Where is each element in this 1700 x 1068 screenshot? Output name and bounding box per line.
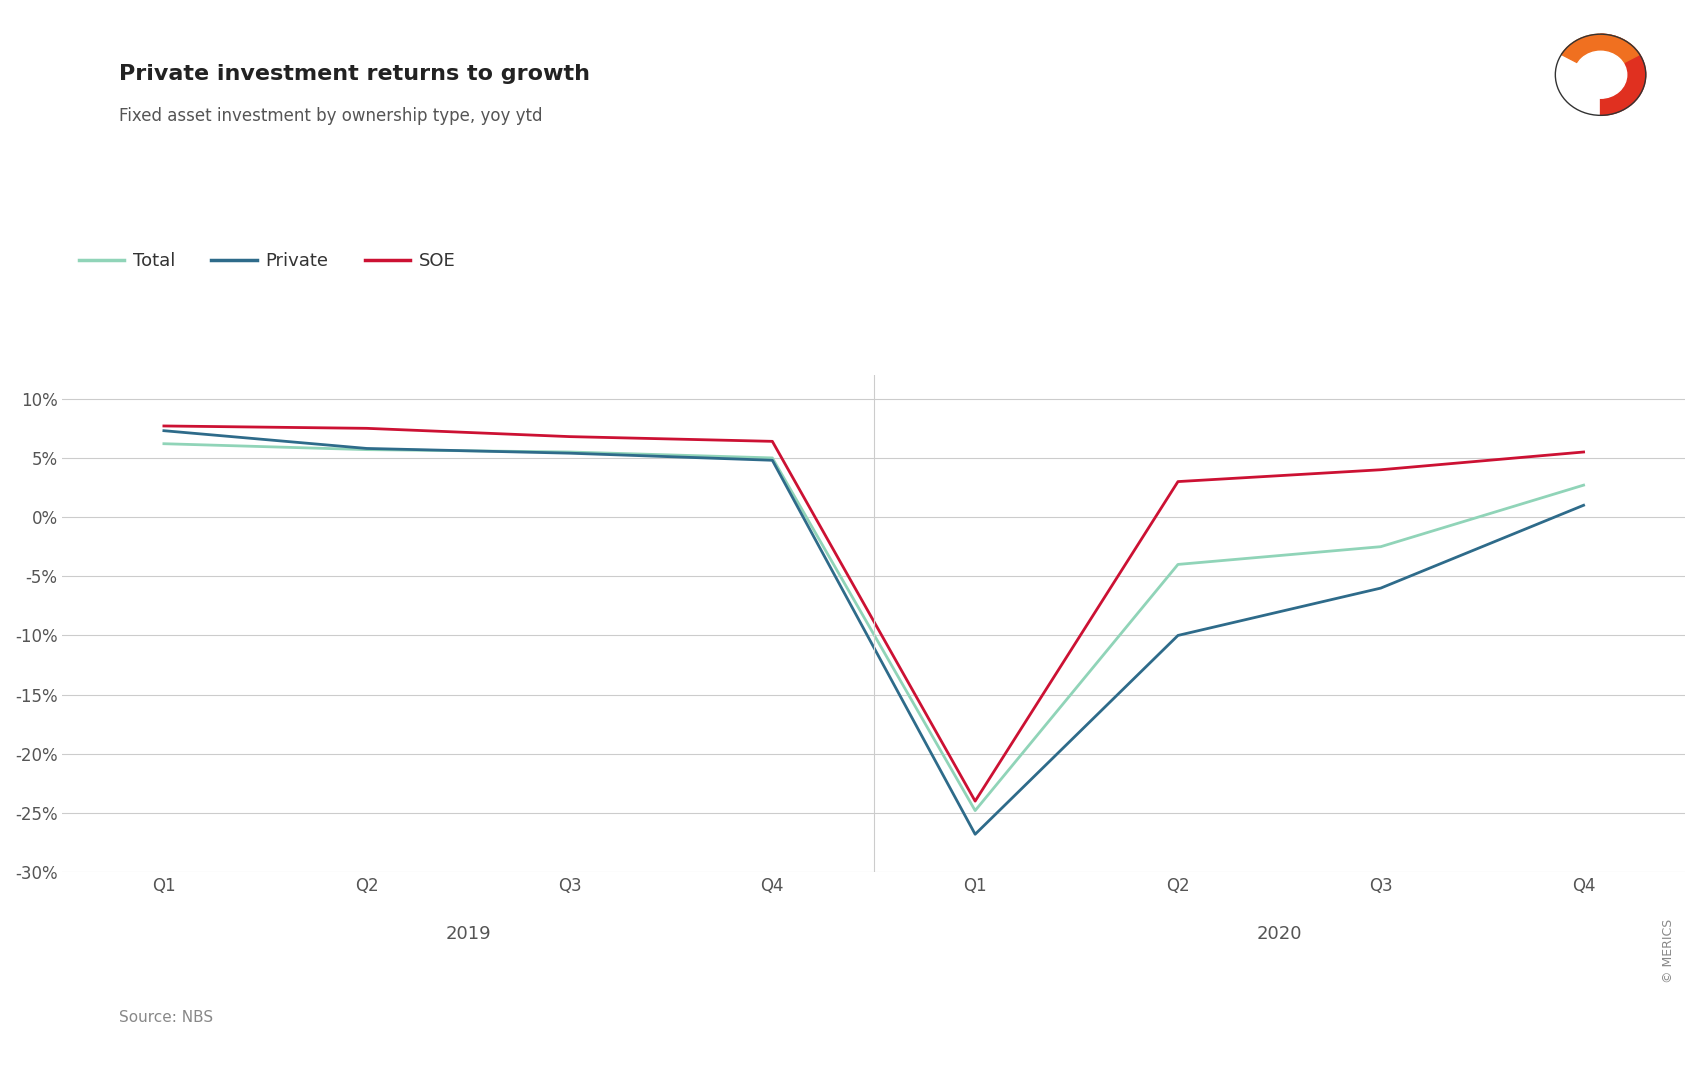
SOE [1574, 445, 1595, 458]
Total [1370, 540, 1391, 553]
Text: 2019: 2019 [445, 925, 491, 943]
Text: © MERICS: © MERICS [1661, 918, 1674, 983]
Text: Private investment returns to growth: Private investment returns to growth [119, 64, 590, 84]
Private [1370, 582, 1391, 595]
Total [762, 452, 782, 465]
Private [966, 828, 986, 841]
Wedge shape [1600, 34, 1646, 115]
Total [1168, 557, 1188, 570]
Private [357, 442, 377, 455]
Private [1168, 629, 1188, 642]
Private [559, 446, 580, 459]
Text: Source: NBS: Source: NBS [119, 1010, 212, 1025]
Private [1574, 499, 1595, 512]
Private [762, 454, 782, 467]
Circle shape [1574, 51, 1627, 98]
SOE [762, 435, 782, 447]
Legend: Total, Private, SOE: Total, Private, SOE [71, 245, 462, 278]
Total [357, 443, 377, 456]
Wedge shape [1561, 34, 1640, 75]
Text: Fixed asset investment by ownership type, yoy ytd: Fixed asset investment by ownership type… [119, 107, 542, 125]
SOE [966, 795, 986, 807]
SOE [1168, 475, 1188, 488]
Line: SOE: SOE [163, 426, 1584, 801]
SOE [559, 430, 580, 443]
Private [153, 424, 173, 437]
Line: Total: Total [163, 443, 1584, 811]
Text: 2020: 2020 [1256, 925, 1302, 943]
SOE [357, 422, 377, 435]
Total [153, 437, 173, 450]
SOE [1370, 464, 1391, 476]
Line: Private: Private [163, 430, 1584, 834]
SOE [153, 420, 173, 433]
Total [1574, 478, 1595, 491]
Total [966, 804, 986, 817]
Total [559, 445, 580, 458]
